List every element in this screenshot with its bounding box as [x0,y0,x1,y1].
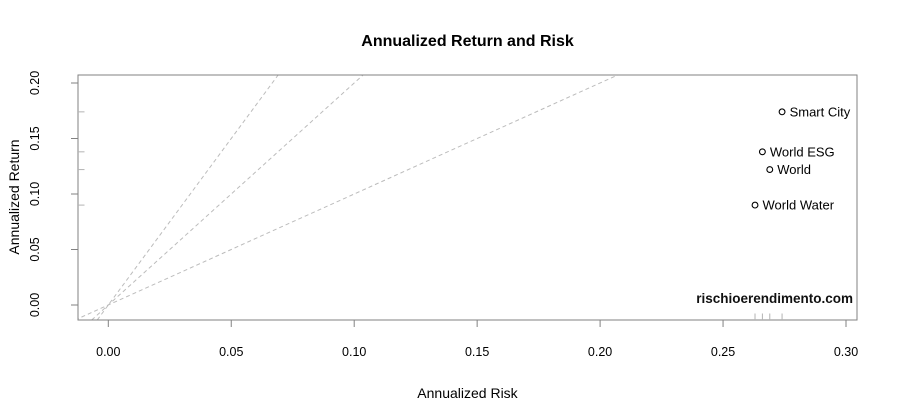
x-axis-title: Annualized Risk [417,385,518,401]
x-axis-tick-label: 0.20 [588,345,612,359]
watermark-text: rischioerendimento.com [696,291,853,306]
plot-box [77,74,858,321]
x-axis-tick-label: 0.25 [711,345,735,359]
data-point [766,166,774,174]
y-axis-tick-label: 0.20 [28,71,42,95]
x-axis-tick-label: 0.00 [96,345,120,359]
y-axis-title: Annualized Return [6,139,22,255]
data-point [778,108,786,116]
x-axis-tick-label: 0.30 [834,345,858,359]
x-axis-tick-label: 0.15 [465,345,489,359]
x-axis-tick-label: 0.05 [219,345,243,359]
chart-title: Annualized Return and Risk [361,33,574,50]
sharpe-line-slope-1 [78,75,619,320]
sharpe-line-slope-2 [91,75,364,320]
y-axis-tick-label: 0.10 [28,182,42,206]
data-point-label: World ESG [770,144,835,159]
x-axis-tick-label: 0.10 [342,345,366,359]
data-point-label: Smart City [790,104,851,119]
data-point-label: World Water [763,198,835,213]
y-axis-tick-label: 0.00 [28,293,42,317]
sharpe-reference-lines [78,75,619,320]
data-point [758,148,766,156]
data-point [751,201,759,209]
y-axis-tick-label: 0.15 [28,126,42,150]
data-point-label: World [777,162,811,177]
sharpe-line-slope-3 [96,75,279,320]
y-axis-tick-label: 0.05 [28,237,42,261]
